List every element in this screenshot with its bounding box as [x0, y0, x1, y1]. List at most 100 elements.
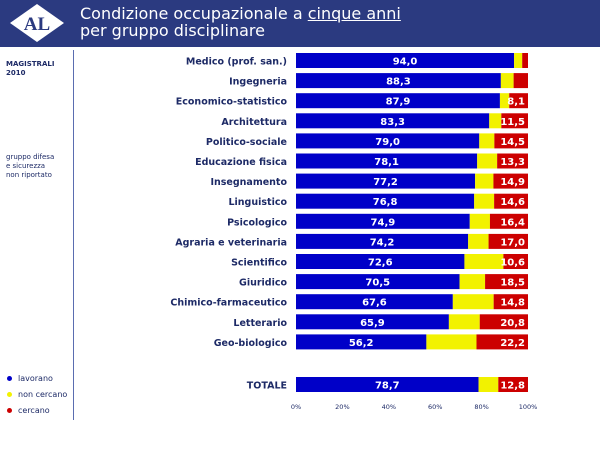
value-label-lavorano-12: 67,6 [362, 298, 387, 309]
bar-cercano-5 [497, 153, 528, 169]
value-label-cercano-3: 11,5 [500, 117, 525, 128]
bar-cercano-14 [476, 334, 528, 350]
bar-lavorano-1 [296, 73, 501, 89]
value-label-lavorano-10: 72,6 [368, 258, 393, 269]
value-label-lavorano-13: 65,9 [360, 318, 385, 329]
value-label-lavorano-3: 83,3 [380, 117, 405, 128]
excluded-note-line1: gruppo difesa [6, 153, 55, 161]
bar-lavorano-8 [296, 213, 470, 229]
value-label-lavorano-7: 76,8 [373, 197, 398, 208]
category-label-10: Scientifico [231, 258, 287, 269]
bar-lavorano-13 [296, 314, 449, 330]
bar-non-cercano-13 [448, 314, 480, 330]
value-label-cercano-6: 14,9 [500, 177, 525, 188]
al-logo: AL [10, 4, 64, 42]
bar-non-cercano-14 [426, 334, 477, 350]
bar-non-cercano-10 [464, 254, 504, 269]
x-tick-label-3: 60% [428, 403, 442, 411]
value-label-cercano-10: 10,6 [500, 258, 525, 269]
x-tick-label-2: 40% [382, 403, 396, 411]
bar-cercano-2 [509, 93, 528, 109]
bar-non-cercano-1 [500, 73, 514, 89]
value-label-cercano-totale: 12,8 [500, 381, 525, 392]
bar-non-cercano-4 [479, 133, 495, 149]
bar-lavorano-5 [296, 153, 478, 169]
category-label-8: Psicologico [227, 217, 287, 228]
value-label-cercano-11: 18,5 [500, 278, 525, 289]
title-line1-pre: Condizione occupazionale a [80, 4, 308, 23]
bar-lavorano-10 [296, 254, 465, 269]
bar-cercano-12 [493, 294, 528, 310]
x-tick-label-0: 0% [291, 403, 301, 411]
bar-non-cercano-12 [452, 294, 494, 310]
bar-cercano-10 [503, 254, 528, 269]
bar-lavorano-12 [296, 294, 453, 310]
value-label-lavorano-9: 74,2 [370, 237, 395, 248]
value-label-lavorano-totale: 78,7 [375, 381, 400, 392]
category-label-0: Medico (prof. san.) [186, 57, 287, 68]
bar-lavorano-11 [296, 274, 460, 290]
bar-non-cercano-6 [475, 173, 494, 189]
value-label-cercano-13: 20,8 [500, 318, 525, 329]
category-label-1: Ingegneria [229, 77, 287, 88]
category-label-12: Chimico-farmaceutico [170, 298, 287, 309]
bar-non-cercano-7 [474, 193, 495, 209]
value-label-cercano-7: 14,6 [500, 197, 525, 208]
category-label-14: Geo-biologico [214, 338, 288, 349]
bar-non-cercano-8 [469, 213, 490, 229]
bar-lavorano-14 [296, 334, 427, 350]
bar-cercano-1 [513, 73, 528, 89]
bar-lavorano-totale [296, 377, 479, 392]
bar-cercano-6 [493, 173, 528, 189]
value-label-cercano-12: 14,8 [500, 298, 525, 309]
title-line2: per gruppo disciplinare [80, 21, 265, 40]
value-label-cercano-9: 17,0 [500, 237, 525, 248]
bar-non-cercano-totale [478, 377, 499, 392]
bar-lavorano-9 [296, 233, 469, 249]
bar-cercano-9 [488, 233, 528, 249]
value-label-lavorano-5: 78,1 [374, 157, 399, 168]
legend-dot-cercano [7, 408, 12, 413]
cohort-label-line2: 2010 [6, 69, 26, 77]
bar-lavorano-7 [296, 193, 475, 209]
category-label-3: Architettura [221, 117, 287, 128]
bar-lavorano-4 [296, 133, 480, 149]
value-label-cercano-5: 13,3 [500, 157, 525, 168]
legend-label-cercano: cercano [18, 406, 50, 415]
category-label-2: Economico-statistico [176, 97, 288, 108]
value-label-cercano-4: 14,5 [500, 137, 525, 148]
bar-non-cercano-2 [499, 93, 510, 109]
category-label-13: Letterario [233, 318, 287, 329]
legend-item-lavorano: lavorano [7, 373, 53, 385]
category-label-totale: TOTALE [247, 381, 287, 392]
bar-cercano-7 [494, 193, 528, 209]
cohort-label: MAGISTRALI 2010 [6, 60, 54, 78]
bar-cercano-13 [479, 314, 528, 330]
category-label-6: Insegnamento [210, 177, 287, 188]
bar-cercano-11 [485, 274, 528, 290]
category-label-7: Linguistico [228, 197, 287, 208]
x-tick-label-1: 20% [335, 403, 349, 411]
bar-non-cercano-9 [468, 233, 489, 249]
legend-dot-lavorano [7, 376, 12, 381]
value-label-lavorano-8: 74,9 [371, 217, 396, 228]
category-label-5: Educazione fisica [195, 157, 287, 168]
bar-non-cercano-11 [459, 274, 486, 290]
value-label-lavorano-1: 88,3 [386, 77, 411, 88]
excluded-note-line3: non riportato [6, 171, 52, 179]
excluded-note-line2: e sicurezza [6, 162, 46, 170]
x-tick-label-4: 80% [474, 403, 488, 411]
sidebar-divider [73, 50, 74, 420]
title-line1-underlined: cinque anni [307, 4, 401, 23]
value-label-lavorano-14: 56,2 [349, 338, 374, 349]
category-label-11: Giuridico [239, 278, 287, 289]
value-label-cercano-14: 22,2 [500, 338, 525, 349]
bar-lavorano-6 [296, 173, 476, 189]
value-label-cercano-8: 16,4 [500, 217, 525, 228]
bar-cercano-3 [501, 113, 528, 129]
bar-cercano-totale [498, 377, 528, 392]
bar-cercano-0 [522, 53, 528, 68]
bar-non-cercano-3 [489, 113, 502, 129]
value-label-cercano-2: 8,1 [507, 97, 525, 108]
